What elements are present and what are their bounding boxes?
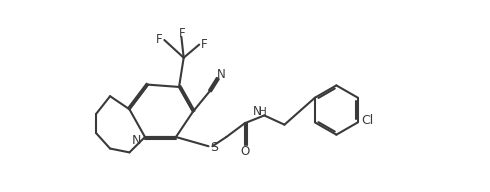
Text: O: O [240, 145, 249, 158]
Text: S: S [210, 141, 218, 154]
Text: N: N [217, 68, 226, 81]
Text: H: H [259, 107, 267, 117]
Text: Cl: Cl [361, 114, 373, 127]
Text: N: N [132, 134, 141, 147]
Text: F: F [201, 38, 208, 51]
Text: F: F [156, 33, 163, 46]
Text: F: F [179, 27, 185, 40]
Text: N: N [253, 105, 262, 118]
